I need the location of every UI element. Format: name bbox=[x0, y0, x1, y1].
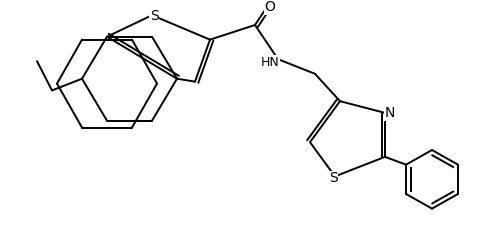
Text: S: S bbox=[150, 9, 158, 23]
Text: N: N bbox=[385, 106, 395, 120]
Text: HN: HN bbox=[260, 56, 279, 69]
Text: S: S bbox=[329, 171, 337, 185]
Text: O: O bbox=[264, 0, 276, 15]
